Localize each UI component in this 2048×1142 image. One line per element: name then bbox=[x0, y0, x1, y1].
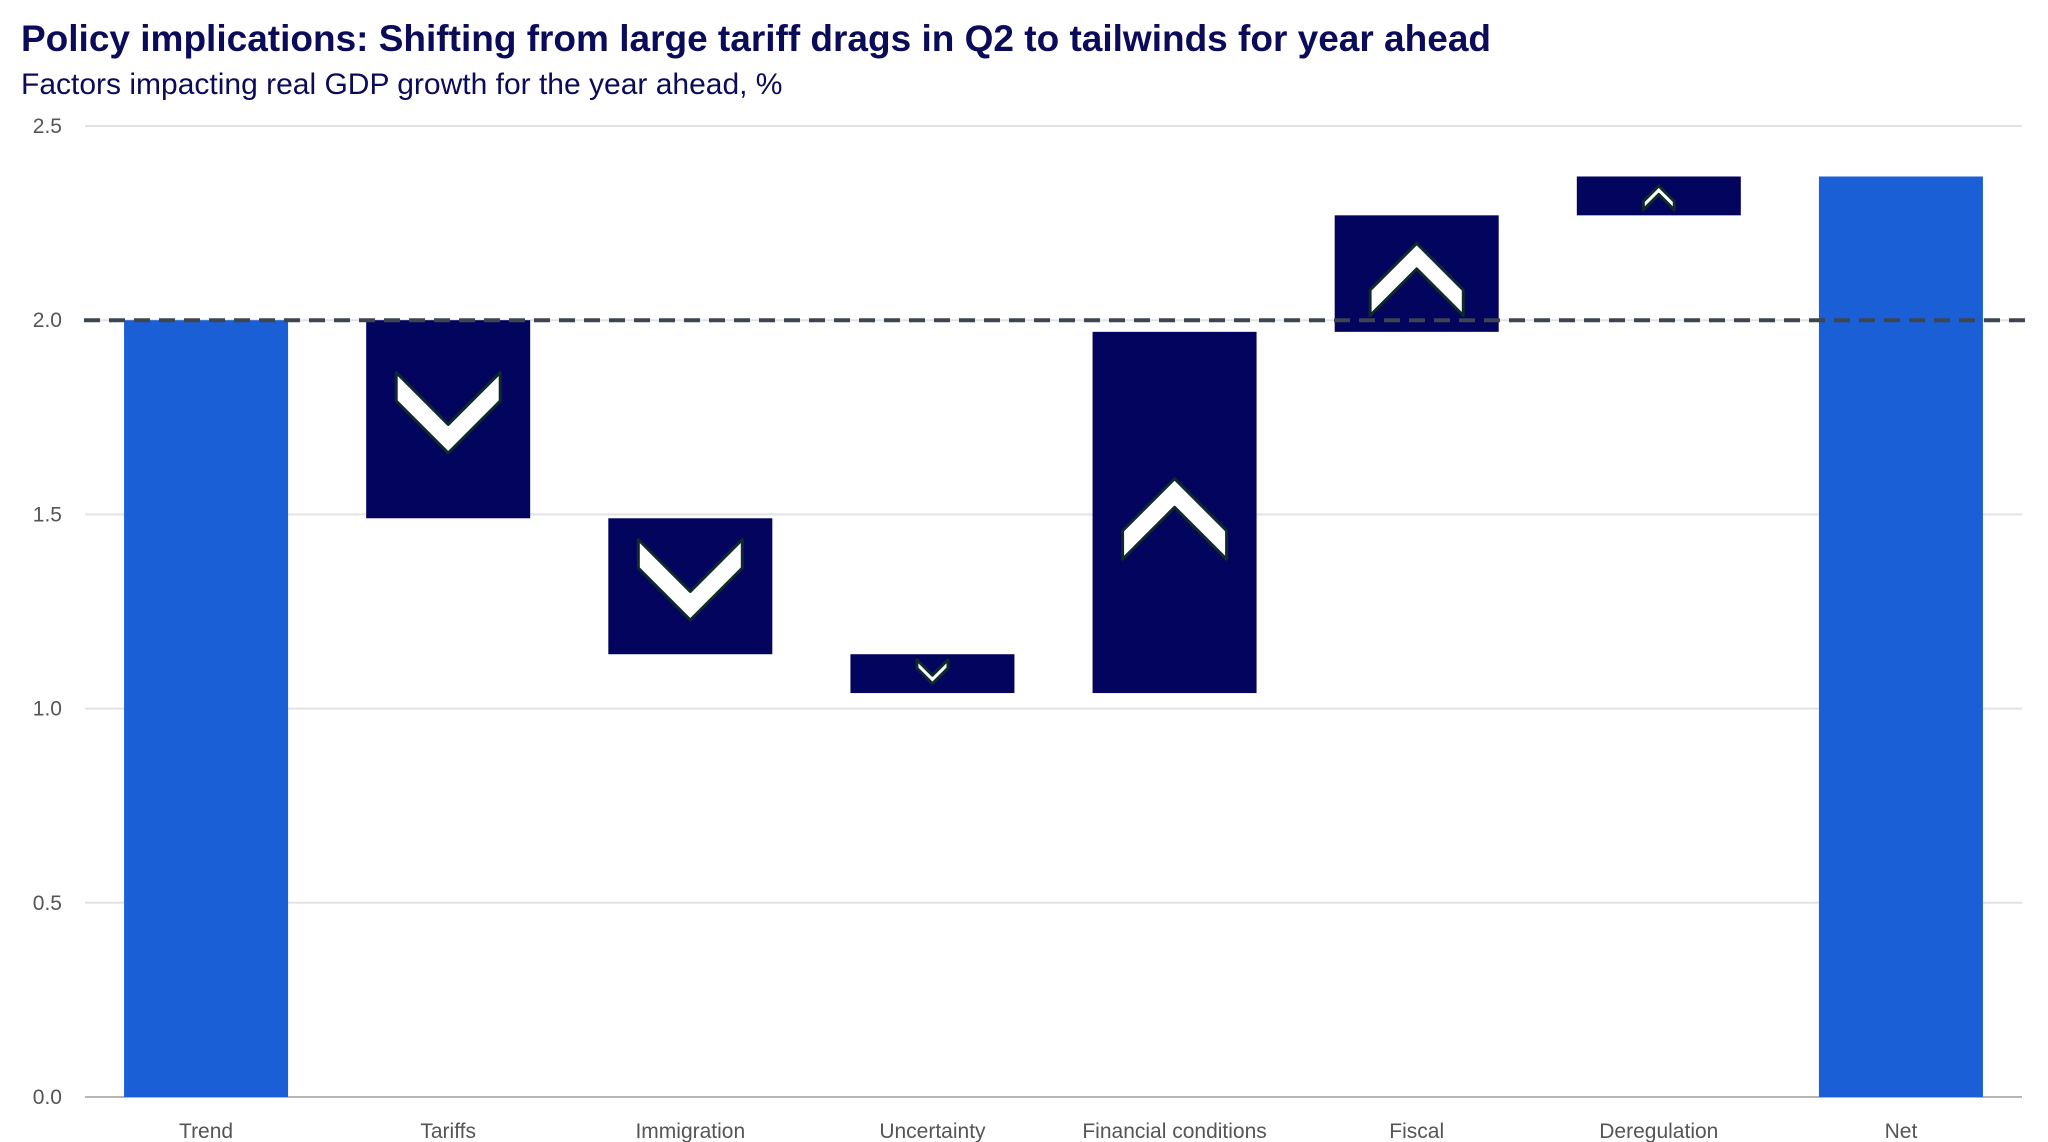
x-tick-label-deregulation: Deregulation bbox=[1599, 1120, 1718, 1142]
x-tick-label-financial-conditions: Financial conditions bbox=[1082, 1120, 1266, 1142]
y-tick-label: 1.0 bbox=[33, 698, 62, 721]
x-tick-label-net: Net bbox=[1885, 1120, 1918, 1142]
bar-immigration bbox=[608, 518, 773, 655]
bar-net bbox=[1818, 176, 1983, 1097]
chart-title: Policy implications: Shifting from large… bbox=[21, 18, 1491, 59]
chevron-down-icon bbox=[394, 370, 502, 455]
y-tick-label: 0.0 bbox=[33, 1086, 62, 1109]
x-tick-label-uncertainty: Uncertainty bbox=[879, 1120, 986, 1142]
bar-trend bbox=[124, 320, 289, 1097]
x-tick-label-tariffs: Tariffs bbox=[420, 1120, 476, 1142]
y-tick-label: 2.0 bbox=[33, 309, 62, 332]
y-tick-label: 1.5 bbox=[33, 503, 62, 526]
chevron-up-icon bbox=[1368, 241, 1465, 317]
chevron-down-icon bbox=[636, 538, 744, 622]
x-tick-label-trend: Trend bbox=[179, 1120, 233, 1142]
chart-subtitle: Factors impacting real GDP growth for th… bbox=[21, 68, 783, 101]
y-tick-label: 0.5 bbox=[33, 892, 62, 915]
chevron-up-icon bbox=[1121, 477, 1229, 561]
bar-financial-conditions bbox=[1092, 331, 1257, 694]
bar-fiscal bbox=[1334, 215, 1499, 332]
bar-tariffs bbox=[366, 320, 531, 519]
chevron-up-icon bbox=[1641, 184, 1676, 212]
x-tick-label-immigration: Immigration bbox=[635, 1120, 745, 1142]
chevron-down-icon bbox=[915, 658, 950, 686]
x-tick-label-fiscal: Fiscal bbox=[1389, 1120, 1444, 1142]
y-tick-label: 2.5 bbox=[33, 115, 62, 138]
